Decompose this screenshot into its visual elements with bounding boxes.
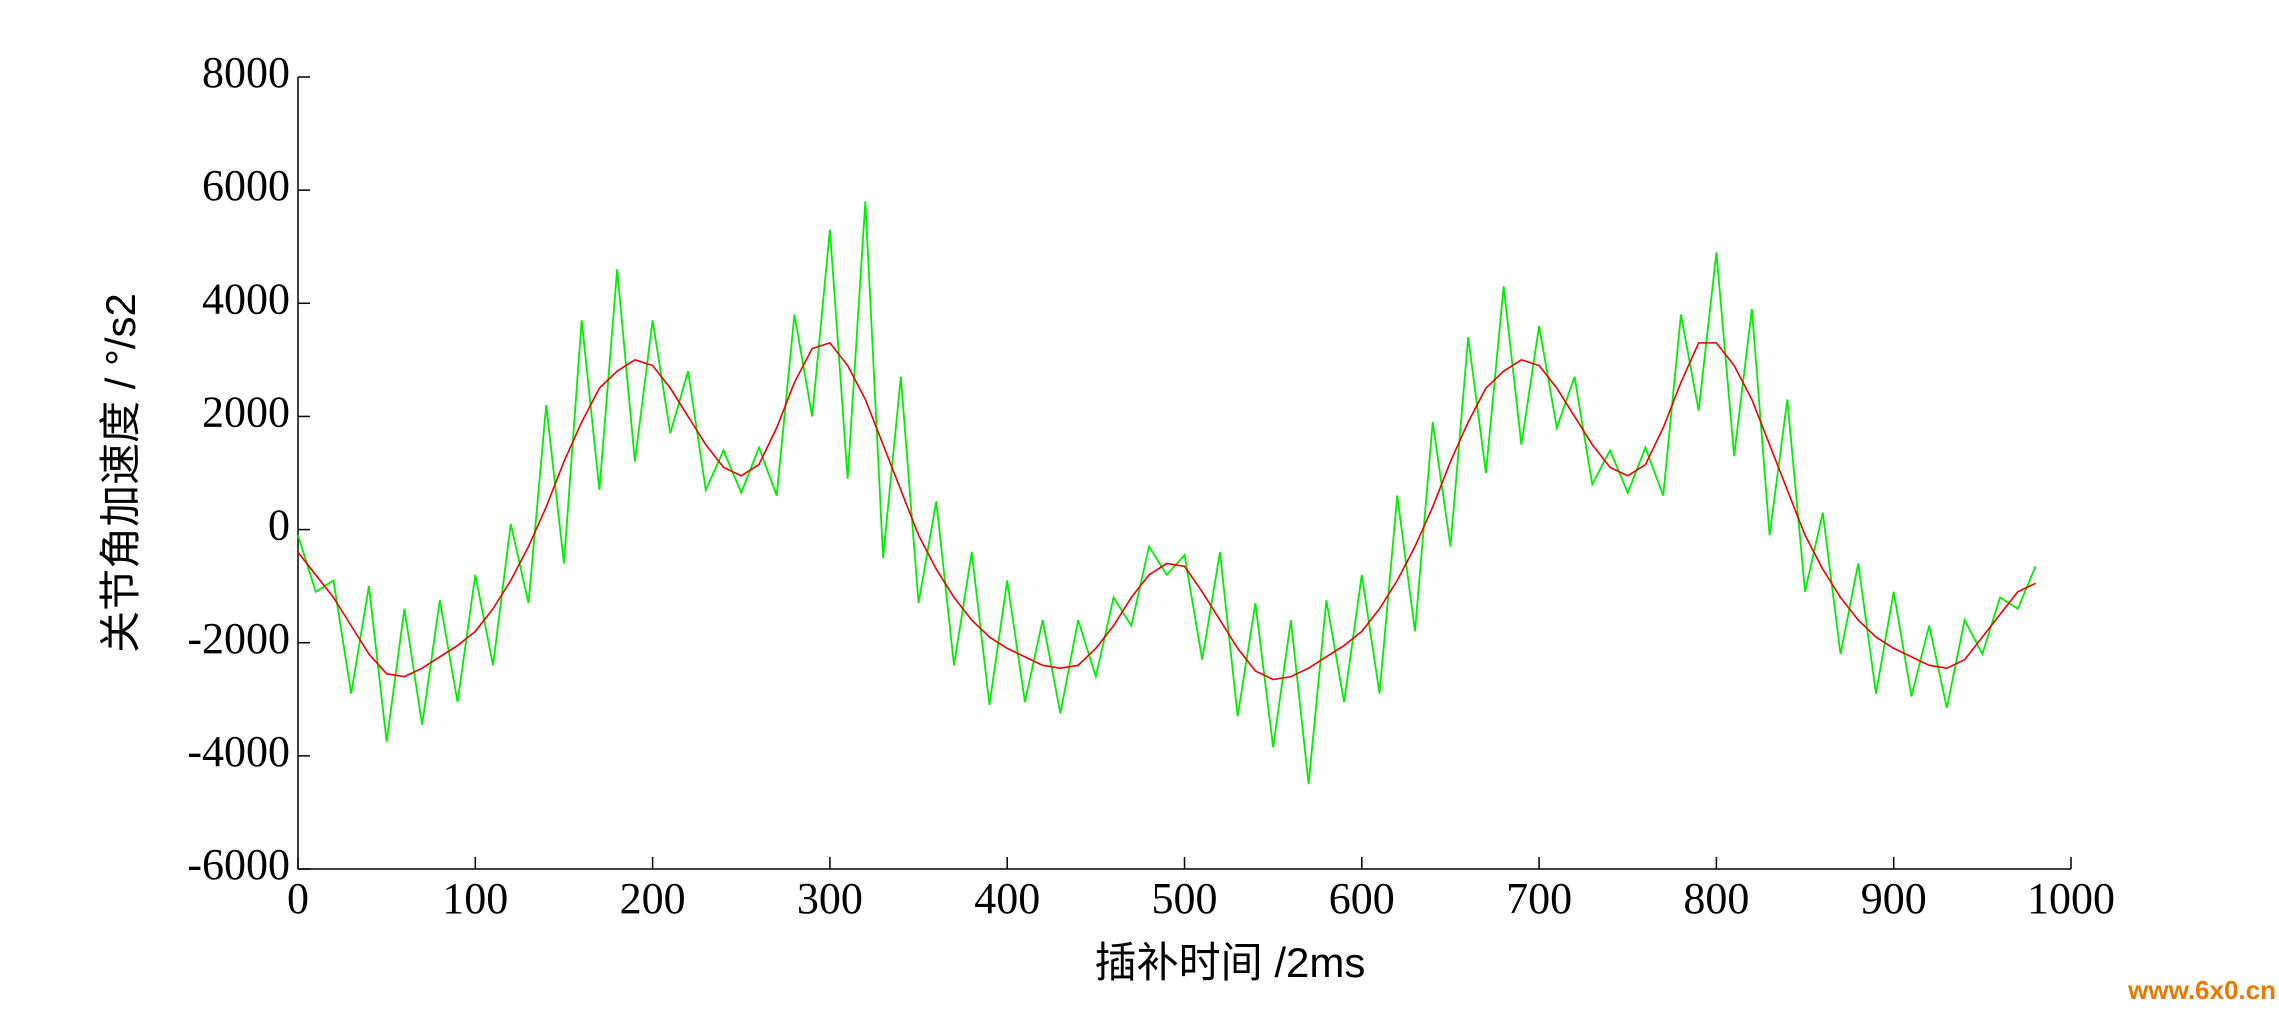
series-line [297,341,2036,681]
x-tick-label: 300 [797,874,863,923]
y-tick-label: -2000 [187,614,290,663]
x-tick-label: 100 [442,874,508,923]
watermark: www.6x0.cn [2127,975,2276,1005]
y-tick-label: 0 [268,501,290,550]
y-tick-label: -4000 [187,727,290,776]
x-tick-label: 400 [974,874,1040,923]
x-tick-label: 800 [1683,874,1749,923]
x-tick-label: 700 [1506,874,1572,923]
y-axis-label: 关节角加速度 / °/s2 [97,293,144,653]
series-line [297,201,2037,785]
x-tick-label: 600 [1329,874,1395,923]
x-tick-label: 900 [1861,874,1927,923]
y-tick-label: -6000 [187,840,290,889]
y-tick-label: 2000 [202,388,290,437]
y-tick-label: 6000 [202,161,290,210]
x-axis-label: 插补时间 /2ms [1095,939,1366,986]
y-tick-label: 8000 [202,48,290,97]
y-tick-label: 4000 [202,274,290,323]
x-tick-label: 0 [287,874,309,923]
x-tick-label: 200 [620,874,686,923]
x-tick-label: 500 [1152,874,1218,923]
x-tick-label: 1000 [2027,874,2115,923]
